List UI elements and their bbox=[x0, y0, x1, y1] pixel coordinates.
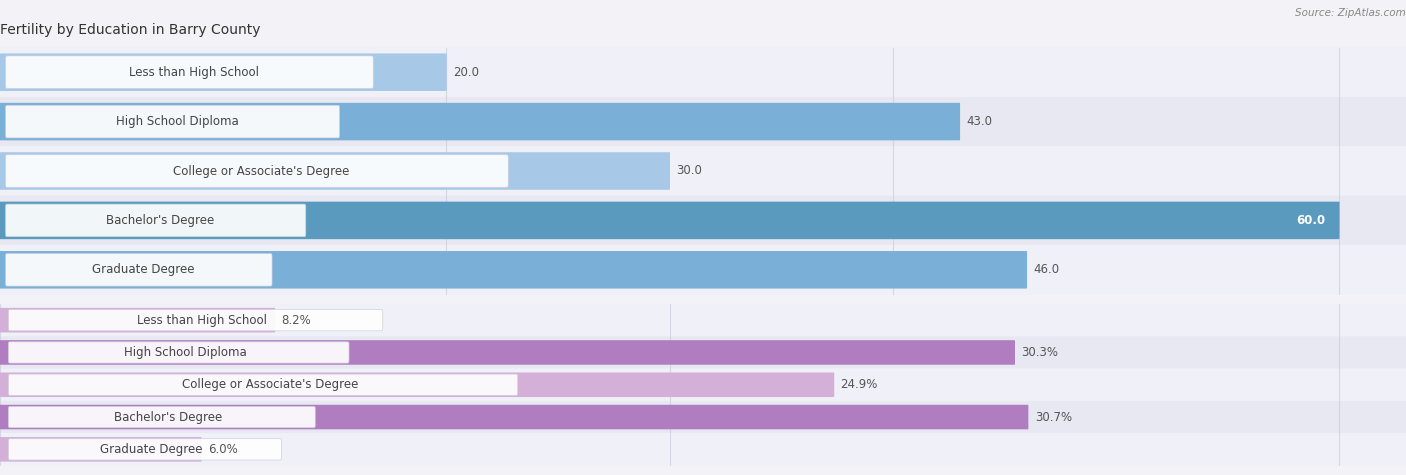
FancyBboxPatch shape bbox=[0, 433, 1406, 465]
FancyBboxPatch shape bbox=[0, 372, 834, 397]
FancyBboxPatch shape bbox=[0, 336, 1406, 369]
Text: 30.0: 30.0 bbox=[676, 164, 703, 178]
Text: 30.7%: 30.7% bbox=[1035, 410, 1071, 424]
Text: Less than High School: Less than High School bbox=[129, 66, 259, 79]
Text: 46.0: 46.0 bbox=[1033, 263, 1060, 276]
FancyBboxPatch shape bbox=[8, 310, 382, 331]
Text: 20.0: 20.0 bbox=[453, 66, 479, 79]
Text: College or Associate's Degree: College or Associate's Degree bbox=[181, 378, 359, 391]
Text: 60.0: 60.0 bbox=[1296, 214, 1324, 227]
FancyBboxPatch shape bbox=[0, 48, 1406, 97]
FancyBboxPatch shape bbox=[0, 97, 1406, 146]
Text: College or Associate's Degree: College or Associate's Degree bbox=[173, 164, 350, 178]
FancyBboxPatch shape bbox=[0, 245, 1406, 294]
FancyBboxPatch shape bbox=[0, 201, 1340, 239]
Text: Graduate Degree: Graduate Degree bbox=[100, 443, 202, 456]
Text: 8.2%: 8.2% bbox=[281, 314, 311, 327]
FancyBboxPatch shape bbox=[8, 342, 349, 363]
FancyBboxPatch shape bbox=[0, 369, 1406, 401]
FancyBboxPatch shape bbox=[6, 56, 373, 88]
FancyBboxPatch shape bbox=[6, 155, 508, 187]
FancyBboxPatch shape bbox=[0, 103, 960, 141]
Text: 24.9%: 24.9% bbox=[841, 378, 877, 391]
FancyBboxPatch shape bbox=[0, 152, 671, 190]
FancyBboxPatch shape bbox=[0, 437, 201, 462]
Text: 6.0%: 6.0% bbox=[208, 443, 238, 456]
FancyBboxPatch shape bbox=[6, 254, 271, 286]
FancyBboxPatch shape bbox=[8, 439, 281, 460]
Text: High School Diploma: High School Diploma bbox=[124, 346, 247, 359]
FancyBboxPatch shape bbox=[0, 251, 1026, 289]
Text: 30.3%: 30.3% bbox=[1021, 346, 1059, 359]
FancyBboxPatch shape bbox=[0, 308, 276, 332]
Text: 43.0: 43.0 bbox=[967, 115, 993, 128]
FancyBboxPatch shape bbox=[0, 340, 1015, 365]
Text: Bachelor's Degree: Bachelor's Degree bbox=[105, 214, 214, 227]
Text: High School Diploma: High School Diploma bbox=[115, 115, 239, 128]
FancyBboxPatch shape bbox=[8, 374, 517, 395]
Text: Less than High School: Less than High School bbox=[138, 314, 267, 327]
FancyBboxPatch shape bbox=[6, 204, 305, 237]
FancyBboxPatch shape bbox=[8, 407, 315, 428]
Text: Source: ZipAtlas.com: Source: ZipAtlas.com bbox=[1295, 8, 1406, 18]
FancyBboxPatch shape bbox=[0, 146, 1406, 196]
FancyBboxPatch shape bbox=[0, 401, 1406, 433]
Text: Fertility by Education in Barry County: Fertility by Education in Barry County bbox=[0, 23, 260, 37]
Text: Bachelor's Degree: Bachelor's Degree bbox=[114, 410, 222, 424]
FancyBboxPatch shape bbox=[6, 105, 339, 138]
FancyBboxPatch shape bbox=[0, 304, 1406, 336]
FancyBboxPatch shape bbox=[0, 196, 1406, 245]
FancyBboxPatch shape bbox=[0, 405, 1028, 429]
Text: Graduate Degree: Graduate Degree bbox=[91, 263, 194, 276]
FancyBboxPatch shape bbox=[0, 53, 447, 91]
